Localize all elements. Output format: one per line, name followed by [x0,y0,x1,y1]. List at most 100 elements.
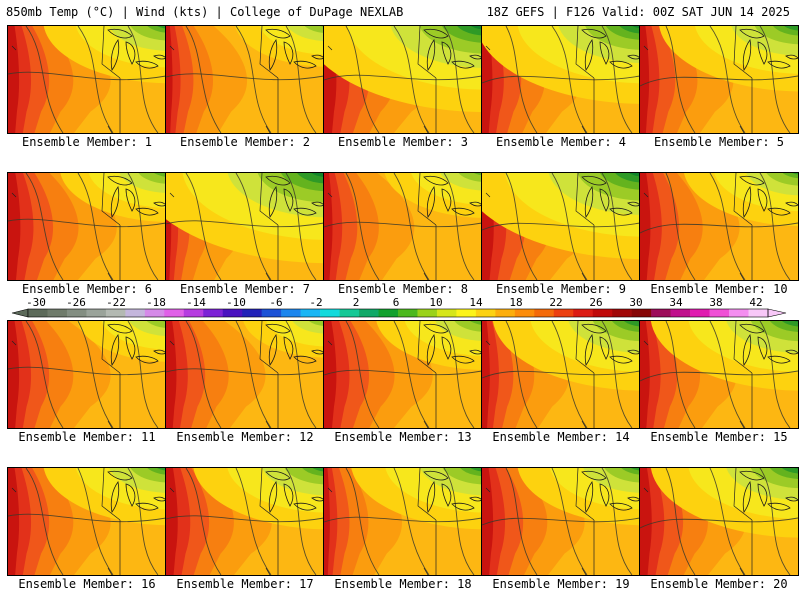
state-boundary-line [11,487,17,493]
member-caption: Ensemble Member: 11 [18,430,156,444]
state-boundary-line [643,487,649,493]
height-contour-line [77,173,114,280]
height-contour-line [25,468,64,575]
colorbar-tick-label: 10 [429,296,442,309]
great-lakes-outline [283,188,294,212]
cool-contour-band [457,26,482,36]
colorbar-segment [475,309,496,317]
temperature-map [481,467,641,576]
temperature-field-svg [324,173,482,280]
cool-contour-band [471,26,482,30]
state-boundary-line [423,420,429,428]
colorbar-segment [378,309,399,317]
great-lakes-outline [423,28,449,39]
great-lakes-outline [584,186,594,218]
colorbar-segment [28,309,48,317]
colorbar-segment [339,309,360,317]
height-contour-line [324,221,482,228]
state-boundary-line [327,487,333,493]
height-contour-line [324,74,482,81]
temperature-field-svg [8,321,166,428]
great-lakes-outline [599,188,610,212]
great-lakes-outline [742,334,752,366]
great-lakes-outline [441,41,452,65]
great-lakes-outline [584,481,594,513]
cool-contour-band [470,468,482,472]
great-lakes-outline [469,201,482,207]
temperature-map [323,320,483,429]
cool-contour-band [458,173,482,182]
temperature-field-svg [324,26,482,133]
state-boundary-line [101,321,121,374]
colorbar-segment [203,309,224,317]
great-lakes-outline [107,323,133,334]
cool-contour-band [621,468,640,475]
great-lakes-outline [135,60,159,69]
cool-contour-band [781,321,798,327]
colorbar-tick-label: -14 [186,296,206,309]
colorbar-tick-label: -18 [146,296,166,309]
great-lakes-outline [581,470,607,481]
colorbar-segment [456,309,477,317]
state-boundary-line [259,468,279,521]
great-lakes-outline [469,496,482,502]
warm-contour-band [640,468,652,575]
colorbar-tick-label: 38 [709,296,722,309]
cool-contour-band [304,26,324,33]
great-lakes-outline [469,349,482,355]
colorbar-segment [281,309,301,317]
cool-contour-band [782,173,798,179]
great-lakes-outline [265,28,291,39]
great-lakes-outline [153,496,166,502]
colorbar-tick-label: 34 [669,296,683,309]
great-lakes-outline [742,186,752,218]
state-boundary-line [107,125,113,133]
temperature-field-svg [324,321,482,428]
warm-contour-band [640,321,650,428]
great-lakes-outline [293,355,317,364]
colorbar-tick-label: 6 [393,296,400,309]
great-lakes-outline [581,175,607,186]
great-lakes-outline [785,496,798,502]
temperature-map [639,25,799,134]
state-boundary-line [423,272,429,280]
temperature-map [165,25,325,134]
temperature-field-svg [166,173,324,280]
height-contour-line [8,513,166,523]
warm-contour-band [324,321,337,428]
state-boundary-line [485,340,491,346]
temperature-map [165,172,325,281]
height-contour-line [505,468,538,575]
great-lakes-outline [265,323,291,334]
great-lakes-outline [581,323,607,334]
great-lakes-outline [599,483,610,507]
state-boundary-line [739,272,745,280]
colorbar-tick-label: 30 [629,296,642,309]
temperature-field-svg [640,173,798,280]
run-valid-time: 18Z GEFS | F126 Valid: 00Z SAT JUN 14 20… [486,5,790,19]
great-lakes-outline [584,39,594,71]
state-boundary-line [327,192,333,198]
warm-contour-band [8,173,21,280]
state-boundary-line [485,487,491,493]
great-lakes-outline [311,349,324,355]
temperature-field-svg [8,173,166,280]
height-contour-line [640,517,798,529]
height-contour-line [345,26,380,133]
warm-contour-band [166,468,178,575]
colorbar-tick-label: -10 [226,296,246,309]
temperature-field-svg [166,468,324,575]
great-lakes-outline [767,502,791,511]
great-lakes-outline [441,336,452,360]
ensemble-panel: Ensemble Member: 19 [481,467,641,604]
ensemble-panel: Ensemble Member: 8 [323,172,483,309]
great-lakes-outline [268,481,278,513]
height-contour-line [324,516,482,523]
height-contour-line [505,173,538,280]
state-boundary-line [259,173,279,226]
great-lakes-outline [293,60,317,69]
temperature-map [481,25,641,134]
height-contour-line [482,370,640,379]
colorbar-segment [398,309,418,317]
state-boundary-line [733,26,753,79]
